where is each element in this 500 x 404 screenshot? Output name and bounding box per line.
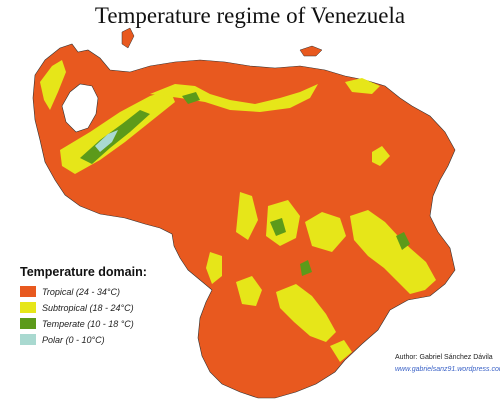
legend-title: Temperature domain: <box>20 265 147 279</box>
legend-label-subtropical: Subtropical (18 - 24°C) <box>42 302 134 313</box>
legend-label-temperate: Temperate (10 - 18 °C) <box>42 318 134 329</box>
legend-swatch-polar <box>20 334 36 345</box>
legend: Temperature domain: Tropical (24 - 34°C)… <box>20 265 210 348</box>
legend-swatch-subtropical <box>20 302 36 313</box>
legend-swatch-tropical <box>20 286 36 297</box>
zones-temperate <box>80 92 410 276</box>
credit: Author: Gabriel Sánchez Dávila www.gabri… <box>395 352 500 376</box>
map-title: Temperature regime of Venezuela <box>94 3 406 28</box>
island-margarita <box>299 45 323 57</box>
legend-label-polar: Polar (0 - 10°C) <box>42 334 105 345</box>
legend-item-temperate: Temperate (10 - 18 °C) <box>20 316 210 331</box>
author-credit: Author: Gabriel Sánchez Dávila <box>395 354 493 361</box>
lake-maracaibo <box>61 83 99 133</box>
legend-item-subtropical: Subtropical (18 - 24°C) <box>20 300 210 315</box>
legend-swatch-temperate <box>20 318 36 329</box>
island-small <box>121 27 135 49</box>
legend-item-polar: Polar (0 - 10°C) <box>20 332 210 347</box>
zones-polar <box>95 130 118 152</box>
author-url-link[interactable]: www.gabrielsanz91.wordpress.com <box>395 366 500 373</box>
legend-label-tropical: Tropical (24 - 34°C) <box>42 286 120 297</box>
legend-item-tropical: Tropical (24 - 34°C) <box>20 284 210 299</box>
